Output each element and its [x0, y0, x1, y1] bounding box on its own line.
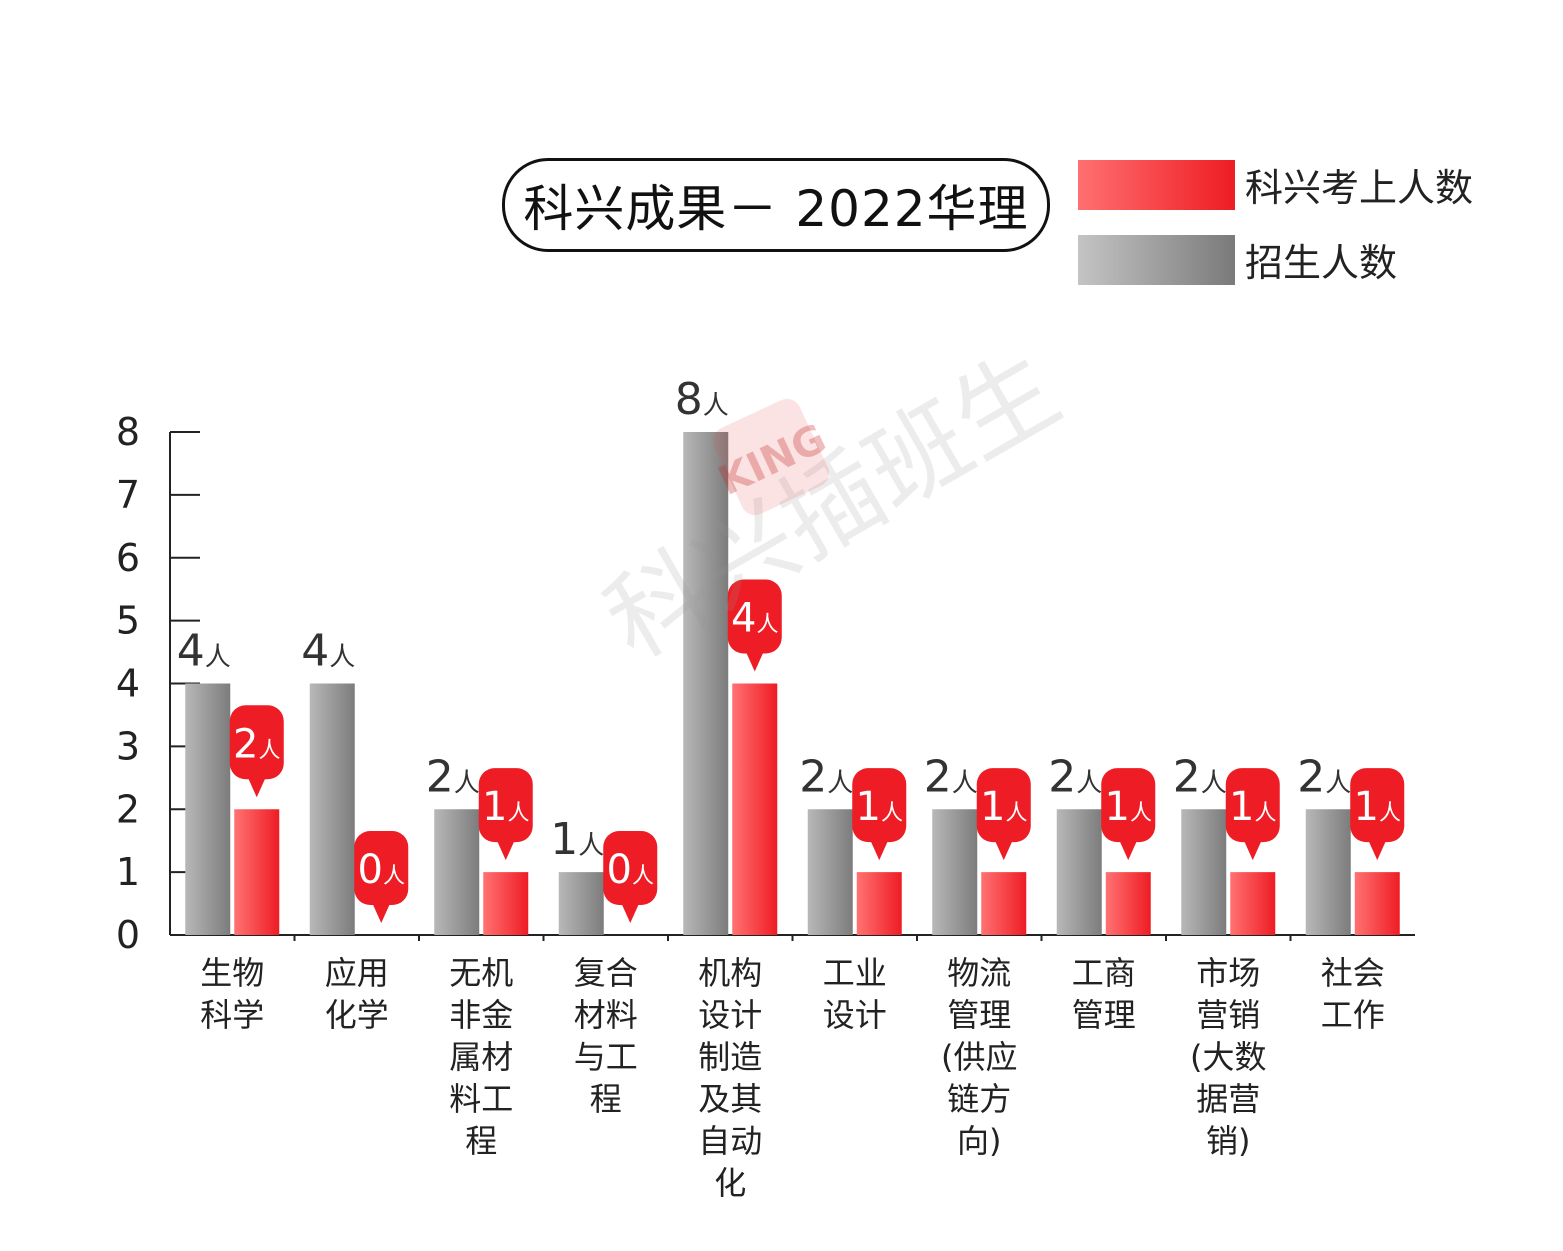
bar-enrollment: [807, 809, 853, 935]
category-label: 市场 营销 (大数 据营 销): [1190, 954, 1267, 1160]
bar-enrollment: [1305, 809, 1351, 935]
data-label-admitted: 1人: [980, 784, 1027, 830]
legend-item-enrollment: 招生人数: [1078, 232, 1397, 287]
callout-bubble: [727, 579, 782, 654]
category-label: 工商 管理: [1071, 954, 1136, 1034]
callout-pointer: [870, 840, 889, 861]
bar-enrollment: [932, 809, 978, 935]
bar-enrollment: [185, 683, 231, 935]
data-label-enrollment: 2人: [1297, 751, 1351, 802]
data-label-enrollment: 4人: [301, 626, 355, 677]
chart-title: 科兴成果－ 2022华理: [502, 158, 1050, 252]
callout-bubble: [229, 705, 284, 780]
king-logo-watermark: KING: [712, 398, 833, 516]
y-tick-label: 4: [116, 662, 140, 706]
y-tick-label: 5: [116, 599, 140, 643]
callout-bubble: [603, 831, 658, 905]
category-label: 社会 工作: [1320, 954, 1385, 1034]
callout-bubble: [1225, 768, 1280, 843]
y-tick-label: 3: [116, 724, 140, 768]
callout-pointer: [994, 840, 1013, 861]
callout-pointer: [745, 651, 764, 672]
bar-admitted: [234, 809, 280, 935]
bar-enrollment: [1181, 809, 1227, 935]
y-tick-label: 6: [116, 536, 140, 580]
data-label-admitted: 0人: [607, 847, 654, 893]
callout-pointer: [621, 903, 640, 923]
bar-enrollment: [683, 432, 729, 935]
data-label-enrollment: 2人: [799, 751, 853, 802]
data-label-admitted: 1人: [1105, 784, 1152, 830]
category-label: 机构 设计 制造 及其 自动 化: [698, 954, 763, 1202]
bar-admitted: [981, 872, 1027, 935]
callout-pointer: [1368, 840, 1387, 861]
data-label-enrollment: 2人: [924, 751, 978, 802]
bar-enrollment: [1056, 809, 1102, 935]
y-tick-label: 7: [116, 473, 140, 517]
bar-admitted: [856, 872, 902, 935]
callout-pointer: [496, 840, 515, 861]
callout-pointer: [372, 903, 391, 923]
callout-bubble: [354, 831, 409, 905]
y-tick-label: 0: [116, 913, 140, 957]
category-label: 工业 设计: [822, 954, 887, 1034]
data-label-enrollment: 2人: [1048, 751, 1102, 802]
legend-item-admitted: 科兴考上人数: [1078, 157, 1473, 212]
bar-admitted: [1354, 872, 1400, 935]
callout-pointer: [247, 777, 266, 798]
data-label-admitted: 1人: [856, 784, 903, 830]
legend-label-enrollment: 招生人数: [1245, 241, 1398, 285]
data-label-admitted: 1人: [482, 784, 529, 830]
y-tick-label: 8: [116, 410, 140, 454]
callout-bubble: [1101, 768, 1156, 843]
legend-swatch-gray: [1078, 234, 1235, 285]
callout-pointer: [1243, 840, 1262, 861]
bar-admitted: [483, 872, 529, 935]
data-label-enrollment: 2人: [1173, 751, 1227, 802]
data-label-admitted: 1人: [1229, 784, 1276, 830]
data-label-admitted: 1人: [1354, 784, 1401, 830]
category-label: 应用 化学: [324, 954, 389, 1034]
bar-enrollment: [309, 683, 355, 935]
category-label: 生物 科学: [200, 954, 265, 1034]
y-tick-label: 1: [116, 850, 140, 894]
callout-bubble: [1350, 768, 1405, 843]
bar-enrollment: [558, 872, 604, 935]
bar-admitted: [1230, 872, 1276, 935]
data-label-admitted: 2人: [233, 721, 280, 767]
legend-swatch-red: [1078, 159, 1235, 210]
category-label: 复合 材料 与工 程: [573, 954, 638, 1118]
bar-enrollment: [434, 809, 480, 935]
data-label-enrollment: 8人: [675, 374, 729, 425]
y-tick-label: 2: [116, 787, 140, 831]
callout-bubble: [852, 768, 907, 843]
callout-pointer: [1119, 840, 1138, 861]
data-label-admitted: 4人: [731, 596, 778, 642]
category-label: 物流 管理 (供应 链方 向): [941, 954, 1018, 1160]
data-label-enrollment: 2人: [426, 751, 480, 802]
bar-admitted: [1105, 872, 1151, 935]
callout-bubble: [478, 768, 533, 843]
data-label-enrollment: 4人: [177, 626, 231, 677]
callout-bubble: [976, 768, 1031, 843]
bar-admitted: [732, 683, 778, 935]
category-label: 无机 非金 属材 料工 程: [449, 954, 514, 1160]
data-label-enrollment: 1人: [550, 814, 604, 865]
data-label-admitted: 0人: [358, 847, 405, 893]
legend-label-admitted: 科兴考上人数: [1245, 166, 1474, 210]
